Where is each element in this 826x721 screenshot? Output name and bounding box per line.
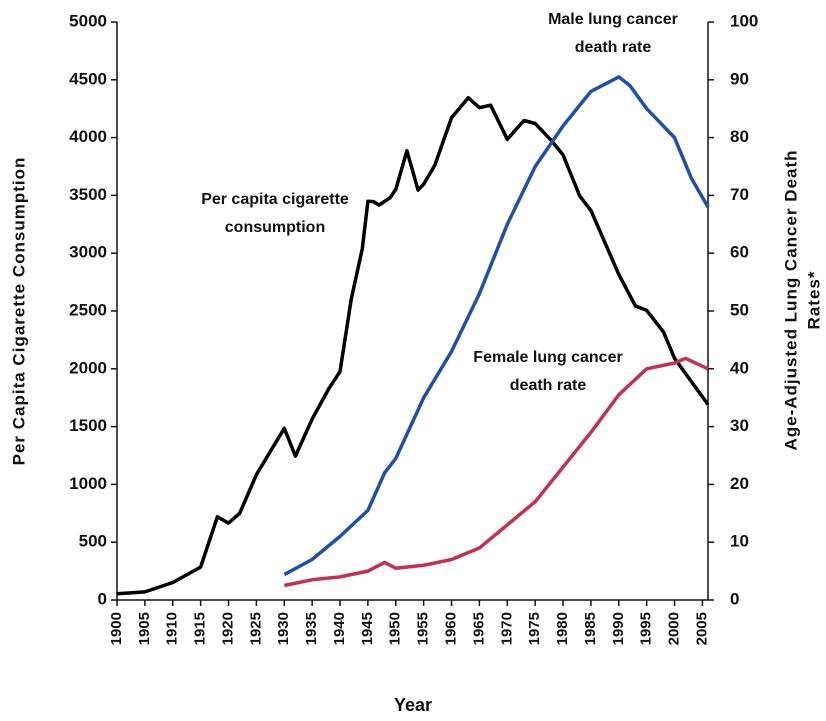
y-tick-label: 500	[79, 532, 107, 551]
y2-tick-label: 30	[730, 416, 749, 435]
x-tick-label: 1965	[470, 612, 487, 645]
x-tick-label: 1980	[554, 612, 571, 645]
y2-axis-label: Rates*	[804, 271, 823, 330]
series-label: death rate	[510, 377, 587, 394]
x-tick-label: 1970	[498, 612, 515, 645]
y-tick-label: 4500	[69, 69, 107, 88]
x-tick-label: 1905	[136, 612, 153, 645]
x-tick-label: 1995	[638, 612, 655, 645]
y2-tick-label: 10	[730, 532, 749, 551]
y2-tick-label: 20	[730, 474, 749, 493]
series-label: Per capita cigarette	[201, 191, 349, 208]
y2-tick-label: 100	[730, 11, 758, 30]
x-tick-label: 1955	[415, 612, 432, 645]
x-tick-label: 2005	[693, 612, 710, 645]
data-line	[283, 356, 709, 588]
y-tick-label: 1500	[69, 416, 107, 435]
y2-axis-label: Age-Adjusted Lung Cancer Death	[781, 149, 800, 450]
series-label: Male lung cancer	[548, 11, 678, 28]
y-tick-label: 2000	[69, 358, 107, 377]
y2-tick-label: 80	[730, 127, 749, 146]
y-axis-label: Per Capita Cigarette Consumption	[9, 157, 28, 466]
x-tick-label: 1940	[331, 612, 348, 645]
y-tick-label: 3000	[69, 243, 107, 262]
y-tick-label: 3500	[69, 185, 107, 204]
x-tick-label: 1950	[387, 612, 404, 645]
y2-tick-label: 50	[730, 300, 749, 319]
y2-tick-label: 70	[730, 185, 749, 204]
x-tick-label: 1960	[442, 612, 459, 645]
y-tick-label: 0	[98, 589, 107, 608]
x-tick-label: 1920	[219, 612, 236, 645]
y-tick-label: 2500	[69, 300, 107, 319]
y-tick-label: 5000	[69, 11, 107, 30]
x-tick-label: 1935	[303, 612, 320, 645]
y2-tick-label: 0	[730, 589, 739, 608]
x-tick-label: 1900	[108, 612, 125, 645]
data-line	[116, 95, 710, 596]
x-tick-label: 1910	[164, 612, 181, 645]
y2-tick-label: 60	[730, 243, 749, 262]
y-tick-label: 1000	[69, 474, 107, 493]
x-tick-label: 1915	[192, 612, 209, 645]
y-tick-label: 4000	[69, 127, 107, 146]
data-line	[283, 75, 710, 577]
series-label: consumption	[225, 219, 325, 236]
x-axis-label: Year	[394, 695, 432, 715]
series-label: death rate	[575, 39, 652, 56]
x-tick-label: 1975	[526, 612, 543, 645]
y2-tick-label: 90	[730, 69, 749, 88]
x-tick-label: 1945	[359, 612, 376, 645]
series-label: Female lung cancer	[473, 349, 622, 366]
x-tick-label: 1990	[610, 612, 627, 645]
x-tick-label: 1925	[247, 612, 264, 645]
x-tick-label: 1930	[275, 612, 292, 645]
y2-tick-label: 40	[730, 358, 749, 377]
x-tick-label: 1985	[582, 612, 599, 645]
x-tick-label: 2000	[666, 612, 683, 645]
